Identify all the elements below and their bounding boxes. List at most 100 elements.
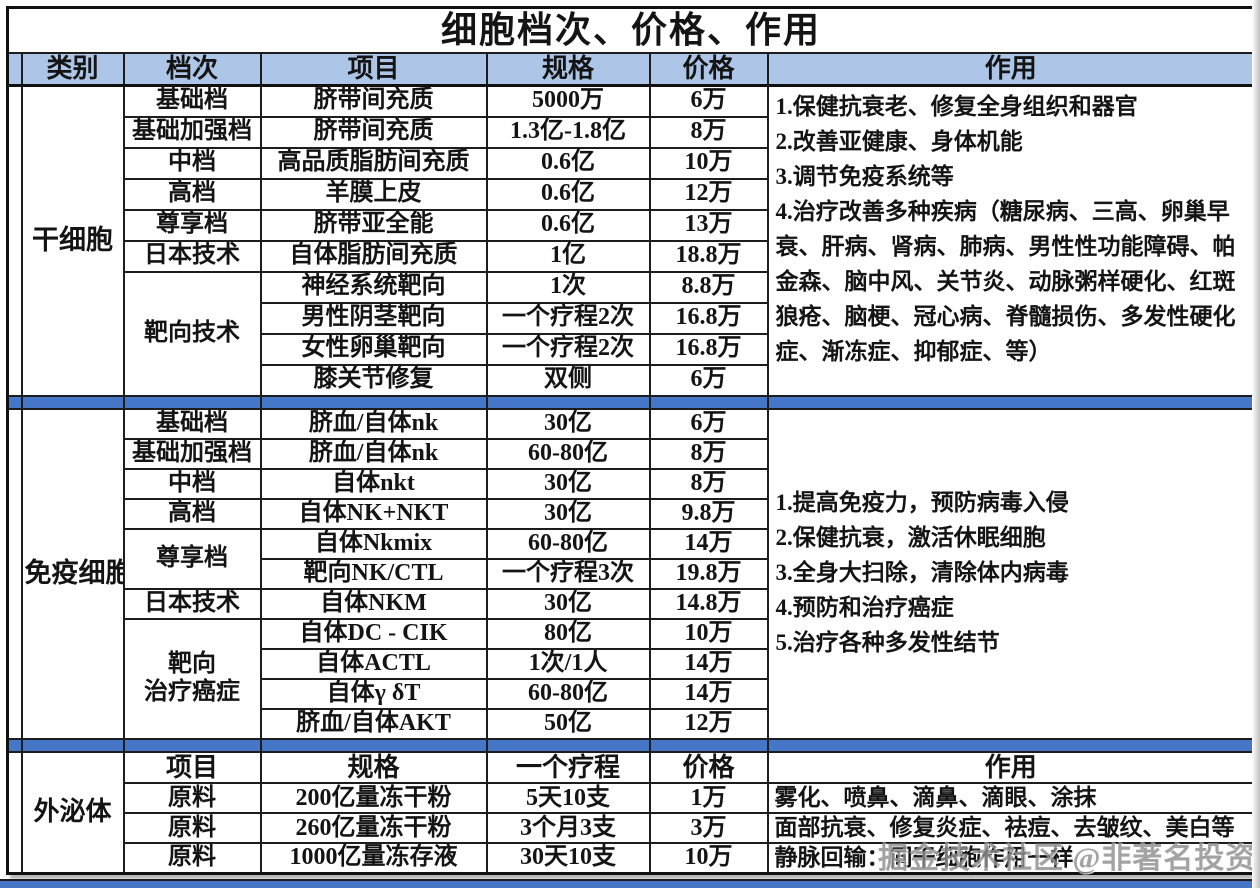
table-row: 高档 羊膜上皮 0.6亿 12万 [8,177,1255,211]
spec-cell: 60-80亿 [485,677,651,710]
price-cell: 3万 [648,812,769,845]
price-cell: 12万 [648,177,769,211]
effect-cell-stem: 1.保健抗衰老、修复全身组织和器官 2.改善亚健康、身体机能 3.调节免疫系统等… [766,84,1256,397]
spec-cell: 60-80亿 [485,437,651,470]
category-cell-immune: 免疫细胞 [20,407,125,740]
table-row: 原料 200亿量冻干粉 5天10支 1万 雾化、喷鼻、滴鼻、滴眼、涂抹 [8,782,1256,815]
grade-line: 靶向 [168,650,216,677]
item-cell: 自体γ δT [259,677,488,710]
table-row: 尊享档 脐带亚全能 0.6亿 13万 [8,208,1255,242]
table-row: 基础加强档 脐血/自体nk 60-80亿 8万 [8,437,1255,470]
spec-cell: 0.6亿 [485,177,651,211]
price-cell: 14万 [648,647,769,680]
table-row: 免疫细胞 基础档 脐血/自体nk 30亿 6万 1.提高免疫力，预防病毒入侵 2… [6,407,1256,740]
course-cell: 5天10支 [485,782,651,815]
item-cell: 自体NK+NKT [259,497,488,530]
table-row: 女性卵巢靶向 一个疗程2次 16.8万 [8,332,1255,366]
item-cell: 靶向NK/CTL [259,557,488,590]
spec-cell: 1次 [485,270,651,304]
table-row: 原料 260亿量冻干粉 3个月3支 3万 面部抗衰、修复炎症、祛痘、去皱纹、美白… [8,812,1256,845]
course-cell: 3个月3支 [485,812,651,845]
spacer-column [6,407,23,740]
price-cell: 10万 [648,617,769,650]
table-row: 自体ACTL 1次/1人 14万 [8,647,1255,680]
table-row: 外泌体 项目 规格 一个疗程 价格 作用 [6,750,1256,875]
spec-cell: 0.6亿 [485,208,651,242]
separator-row [6,394,1256,410]
table-row: 中档 高品质脂肪间充质 0.6亿 10万 [8,146,1255,180]
spec-cell: 260亿量冻干粉 [259,812,488,845]
item-cell: 女性卵巢靶向 [259,332,488,366]
price-cell: 9.8万 [648,497,769,530]
spacer-header [6,51,23,87]
table-row: 靶向技术 神经系统靶向 1次 8.8万 [8,270,1255,397]
page-title: 细胞档次、价格、作用 [6,6,1256,54]
price-cell: 19.8万 [648,557,769,590]
price-cell: 6万 [648,407,769,440]
price-cell: 14万 [648,677,769,710]
effect-line: 1.提高免疫力，预防病毒入侵 [775,490,1069,516]
grade-cell: 高档 [122,177,262,211]
spacer-column [6,750,23,875]
spec-cell: 30亿 [485,467,651,500]
table-row: 原料 1000亿量冻存液 30天10支 10万 静脉回输：同干细胞作用一样 [8,842,1256,875]
subheader-course: 一个疗程 [485,750,651,785]
price-cell: 10万 [648,146,769,180]
item-cell: 脐血/自体nk [259,407,488,440]
item-cell: 高品质脂肪间充质 [259,146,488,180]
price-cell: 1万 [648,782,769,815]
subheader-price: 价格 [648,750,769,785]
table-row: 日本技术 自体脂肪间充质 1亿 18.8万 [8,239,1255,273]
spec-cell: 200亿量冻干粉 [259,782,488,815]
item-cell: 脐带亚全能 [259,208,488,242]
price-cell: 13万 [648,208,769,242]
spec-cell: 一个疗程2次 [485,332,651,366]
header-grade: 档次 [122,51,262,87]
price-cell: 8万 [648,467,769,500]
grade-cell-cancer-targeting: 靶向 治疗癌症 [122,617,262,740]
spec-cell: 1亿 [485,239,651,273]
table-row: 靶向NK/CTL 一个疗程3次 19.8万 [8,557,1255,590]
price-cell: 14万 [648,527,769,560]
separator-row [6,737,1256,753]
effect-line: 2.保健抗衰，激活休眠细胞 [775,525,1046,551]
table-row: 中档 自体nkt 30亿 8万 [8,467,1255,500]
effect-line: 3.调节免疫系统等 [775,163,954,189]
spec-cell: 1.3亿-1.8亿 [485,115,651,149]
grade-cell: 基础档 [122,407,262,440]
price-cell: 18.8万 [648,239,769,273]
spec-cell: 50亿 [485,707,651,740]
table-row: 日本技术 自体NKM 30亿 14.8万 [8,587,1255,620]
item-cell: 自体ACTL [259,647,488,680]
grade-cell: 尊享档 [122,208,262,242]
spec-cell: 5000万 [485,84,651,118]
effect-cell-immune: 1.提高免疫力，预防病毒入侵 2.保健抗衰，激活休眠细胞 3.全身大扫除，清除体… [766,407,1256,740]
header-effect: 作用 [766,51,1256,87]
header-category: 类别 [20,51,125,87]
item-cell: 脐带间充质 [259,115,488,149]
price-cell: 6万 [648,363,769,397]
price-cell: 6万 [648,84,769,118]
item-cell: 脐血/自体AKT [259,707,488,740]
item-cell: 膝关节修复 [259,363,488,397]
effect-line: 1.保健抗衰老、修复全身组织和器官 [775,94,1138,119]
category-cell-exosome: 外泌体 [20,750,125,875]
item-cell: 神经系统靶向 [259,270,488,304]
price-cell: 8万 [648,437,769,470]
grade-cell-premium: 尊享档 [122,527,262,590]
grade-line: 治疗癌症 [144,678,240,705]
grade-cell: 高档 [122,497,262,530]
spec-cell: 双侧 [485,363,651,397]
item-cell: 自体Nkmix [259,527,488,560]
grade-cell: 基础档 [122,84,262,118]
cell-price-table: 细胞档次、价格、作用 类别 档次 项目 规格 价格 作用 干细胞 基础档 脐带间… [6,6,1257,875]
price-cell: 8万 [648,115,769,149]
spec-cell: 30亿 [485,497,651,530]
price-cell: 16.8万 [648,301,769,335]
category-cell-stem: 干细胞 [20,84,125,397]
grade-cell: 中档 [122,146,262,180]
spec-cell: 1次/1人 [485,647,651,680]
item-cell: 羊膜上皮 [259,177,488,211]
table-row: 尊享档 自体Nkmix 60-80亿 14万 [8,527,1255,590]
spec-cell: 30亿 [485,587,651,620]
